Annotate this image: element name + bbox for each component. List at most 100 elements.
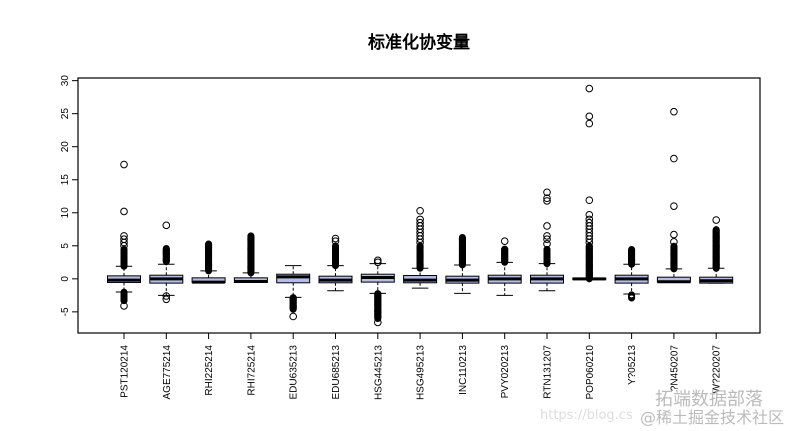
x-axis: PST120214 AGE775214 RHI225214 RHI725214 EDU6… <box>120 333 723 400</box>
x-tick-label: RTN131207 <box>543 345 554 399</box>
box-iqr <box>276 273 311 284</box>
outlier-point <box>374 290 382 298</box>
box-INC110213 <box>445 233 480 294</box>
outlier-point <box>670 154 678 163</box>
outlier-point <box>543 240 551 248</box>
x-tick-label: EDU635213 <box>289 345 300 400</box>
outlier-point <box>670 242 678 250</box>
outlier-point <box>162 292 171 300</box>
box-Y?05213 <box>614 245 649 302</box>
x-tick-label: HSG495213 <box>416 345 427 400</box>
outlier-point <box>543 245 551 253</box>
outlier-point <box>543 222 551 230</box>
x-tick-label: EDU685213 <box>331 345 342 400</box>
outlier-point <box>162 244 170 252</box>
watermark-url: https://blog.cs <box>540 408 633 423</box>
outlier-point <box>120 232 128 240</box>
box-RTN131207 <box>530 188 564 292</box>
outlier-point <box>120 302 128 310</box>
box-HSG495213 <box>403 206 438 289</box>
outlier-point <box>628 291 636 299</box>
box-HSG445213 <box>360 256 395 327</box>
outlier-point <box>543 232 551 240</box>
box-AGE775214 <box>149 221 184 304</box>
x-tick-label: Y?05213 <box>627 345 638 385</box>
y-axis: -5 0 5 10 15 20 25 30 <box>60 75 78 316</box>
outlier-point <box>543 188 551 197</box>
y-tick-label: 0 <box>60 276 71 282</box>
plot-frame <box>77 77 761 334</box>
outlier-point <box>500 237 509 245</box>
chart-title: 标准化协变量 <box>368 32 470 53</box>
outlier-point <box>670 230 678 239</box>
outlier-point <box>585 119 594 128</box>
outlier-point <box>416 242 424 250</box>
y-tick-label: -5 <box>60 307 71 316</box>
watermark-line1: 拓端数据部落 <box>655 389 763 410</box>
outlier-point <box>416 218 424 227</box>
outlier-point <box>331 237 340 245</box>
x-tick-label: ?N450207 <box>669 345 680 392</box>
watermark-line2: @稀土掘金技术社区 <box>640 408 785 427</box>
box-EDU685213 <box>318 234 353 292</box>
y-tick-label: 5 <box>60 243 71 249</box>
y-tick-label: 25 <box>60 108 71 120</box>
outlier-point <box>331 234 340 243</box>
outlier-point <box>712 226 720 234</box>
outlier-point <box>289 294 297 302</box>
x-tick-label: PST120214 <box>120 345 131 398</box>
box-RHI725214 <box>233 232 268 283</box>
y-tick-label: 15 <box>60 174 71 186</box>
box-?N450207 <box>656 107 691 284</box>
outlier-point <box>543 235 551 243</box>
outlier-point <box>332 242 339 250</box>
outlier-point <box>120 235 128 243</box>
outlier-point <box>416 206 424 215</box>
outlier-point <box>712 216 721 224</box>
outlier-point <box>120 245 128 253</box>
x-tick-label: W?220207 <box>712 345 723 394</box>
y-tick-label: 20 <box>60 141 71 153</box>
outlier-point <box>120 207 128 216</box>
box-W?220207 <box>699 216 734 284</box>
outlier-point <box>670 202 678 210</box>
y-tick-label: 10 <box>60 207 71 219</box>
outlier-point <box>585 84 594 93</box>
outlier-point <box>585 242 593 250</box>
x-tick-label: POP060210 <box>585 345 596 400</box>
outlier-point <box>585 215 594 224</box>
outlier-point <box>247 232 255 240</box>
outlier-point <box>585 196 594 205</box>
outlier-point <box>120 288 128 296</box>
outlier-point <box>501 245 509 253</box>
outlier-point <box>585 218 594 227</box>
x-tick-label: AGE775214 <box>162 345 173 400</box>
outlier-point <box>585 112 594 121</box>
y-tick-label: 30 <box>60 75 71 87</box>
box-PST120214 <box>107 160 141 310</box>
outlier-point <box>416 215 424 224</box>
outlier-point <box>374 318 382 327</box>
outlier-point <box>162 221 171 230</box>
outlier-point <box>205 240 213 248</box>
x-tick-label: RHI225214 <box>204 345 215 396</box>
x-tick-label: INC110213 <box>458 345 469 395</box>
boxes <box>107 84 734 327</box>
outlier-point <box>628 245 636 253</box>
outlier-point <box>585 210 594 219</box>
box-RHI225214 <box>191 240 226 284</box>
box-EDU635213 <box>276 265 311 321</box>
outlier-point <box>162 295 171 304</box>
outlier-point <box>374 258 382 267</box>
outlier-point <box>670 107 678 116</box>
x-tick-label: PVY020213 <box>500 345 511 399</box>
outlier-point <box>670 238 678 246</box>
box-PVY020213 <box>487 237 522 296</box>
x-tick-label: HSG445213 <box>373 345 384 400</box>
outlier-point <box>458 233 466 241</box>
outlier-point <box>289 312 298 321</box>
box-POP060210 <box>572 84 607 283</box>
x-tick-label: RHI725214 <box>246 345 257 396</box>
outlier-point <box>543 194 551 203</box>
